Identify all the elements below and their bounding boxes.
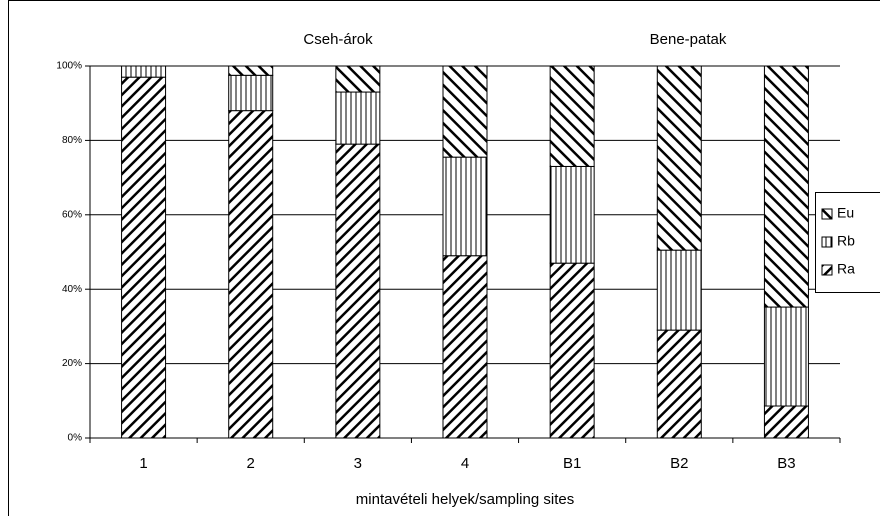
- bar-segment: [442, 65, 488, 158]
- bar-segment: [335, 91, 381, 145]
- bar-segment: [656, 329, 702, 439]
- bar-segment: [335, 143, 381, 439]
- x-tick-label: 2: [247, 455, 255, 472]
- legend-swatch: [821, 236, 833, 248]
- bar-segment: [656, 249, 702, 331]
- bar-segment: [763, 306, 809, 407]
- bar-segment: [656, 65, 702, 251]
- bar-segment: [228, 74, 274, 112]
- legend-swatch: [821, 208, 833, 220]
- bar-segment: [549, 65, 595, 167]
- x-tick-label: B3: [777, 455, 795, 472]
- bar-segment: [442, 156, 488, 257]
- bar-segment: [549, 165, 595, 264]
- y-tick-label: 100%: [56, 61, 82, 72]
- x-tick-label: B1: [563, 455, 581, 472]
- bar-segment: [335, 65, 381, 93]
- bar-segment: [442, 255, 488, 439]
- bar-segment: [121, 65, 167, 78]
- x-axis-label: mintavételi helyek/sampling sites: [356, 491, 574, 508]
- bar-segment: [228, 110, 274, 439]
- y-tick-label: 80%: [62, 135, 82, 146]
- y-tick-label: 20%: [62, 358, 82, 369]
- bar-segment: [228, 65, 274, 76]
- bar-segment: [121, 76, 167, 439]
- x-tick-label: 3: [354, 455, 362, 472]
- bar-segment: [549, 262, 595, 439]
- bar-segment: [763, 405, 809, 439]
- y-tick-label: 40%: [62, 284, 82, 295]
- legend-swatch: [821, 264, 833, 276]
- annotation: Bene-patak: [650, 31, 727, 48]
- legend-label: Rb: [837, 233, 855, 249]
- legend-label: Ra: [837, 261, 855, 277]
- x-tick-label: 4: [461, 455, 469, 472]
- annotation: Cseh-árok: [303, 31, 373, 48]
- y-tick-label: 0%: [68, 433, 83, 444]
- legend-label: Eu: [837, 205, 854, 221]
- y-tick-label: 60%: [62, 209, 82, 220]
- x-tick-label: 1: [139, 455, 147, 472]
- x-tick-label: B2: [670, 455, 688, 472]
- bar-segment: [763, 65, 809, 308]
